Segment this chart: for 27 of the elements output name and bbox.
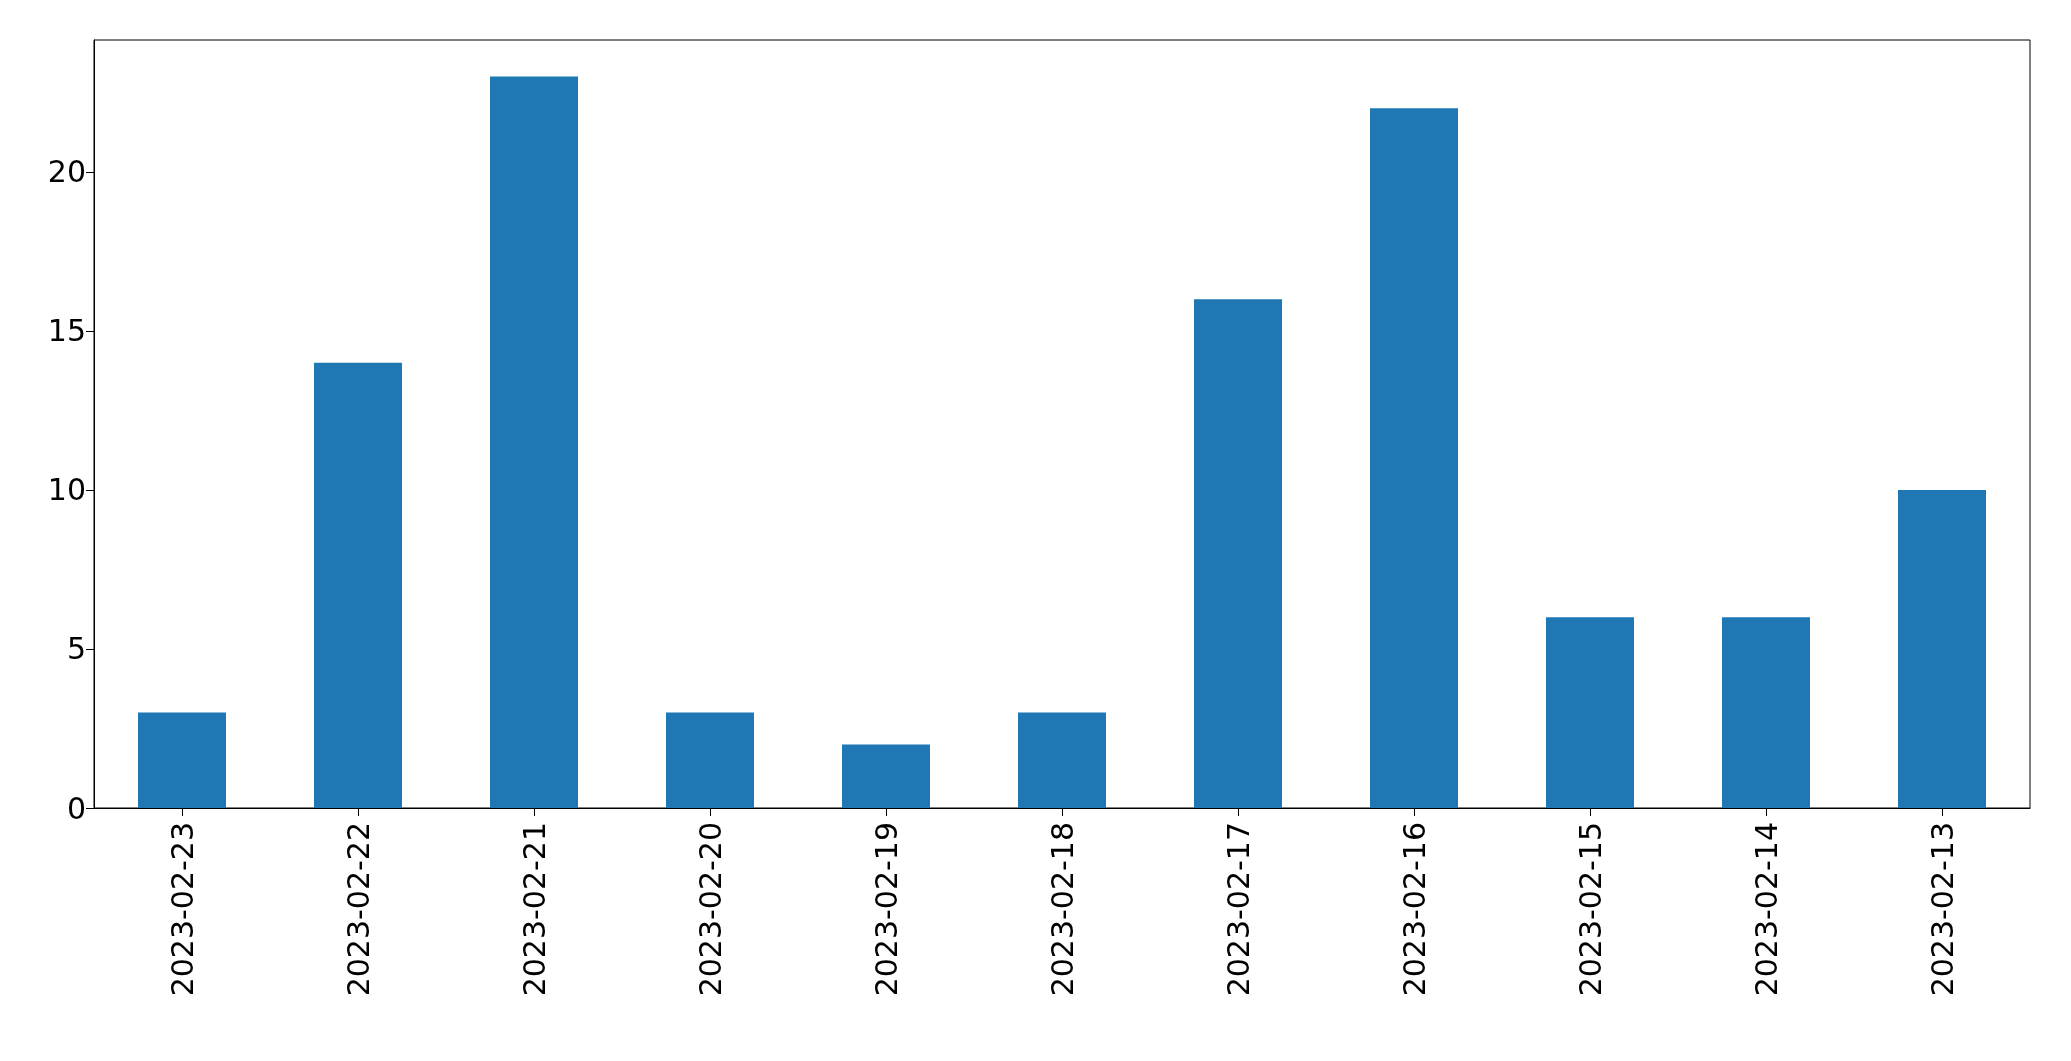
x-tick-label: 2023-02-20 <box>692 822 728 997</box>
x-tick-label: 2023-02-19 <box>868 822 904 997</box>
bar <box>490 76 578 808</box>
y-tick-label: 0 <box>66 790 86 826</box>
y-tick-label: 20 <box>47 154 86 190</box>
x-tick-label: 2023-02-15 <box>1572 822 1608 997</box>
bar <box>1898 489 1986 808</box>
x-tick-label: 2023-02-18 <box>1044 822 1080 997</box>
bar <box>1546 617 1634 808</box>
bar <box>138 712 226 808</box>
y-tick-label: 5 <box>66 631 86 667</box>
bar <box>1370 108 1458 808</box>
bar <box>1194 299 1282 808</box>
bar <box>1722 617 1810 808</box>
bar <box>842 744 930 808</box>
x-tick-label: 2023-02-22 <box>340 822 376 997</box>
x-tick-label: 2023-02-21 <box>516 822 552 997</box>
x-tick-label: 2023-02-23 <box>164 822 200 997</box>
y-tick-label: 15 <box>47 313 86 349</box>
x-tick-label: 2023-02-14 <box>1748 822 1784 997</box>
x-tick-label: 2023-02-13 <box>1924 822 1960 997</box>
bar <box>1018 712 1106 808</box>
x-tick-label: 2023-02-17 <box>1220 822 1256 997</box>
bar <box>666 712 754 808</box>
x-tick-label: 2023-02-16 <box>1396 822 1432 997</box>
bar <box>314 362 402 808</box>
y-tick-label: 10 <box>47 472 86 508</box>
